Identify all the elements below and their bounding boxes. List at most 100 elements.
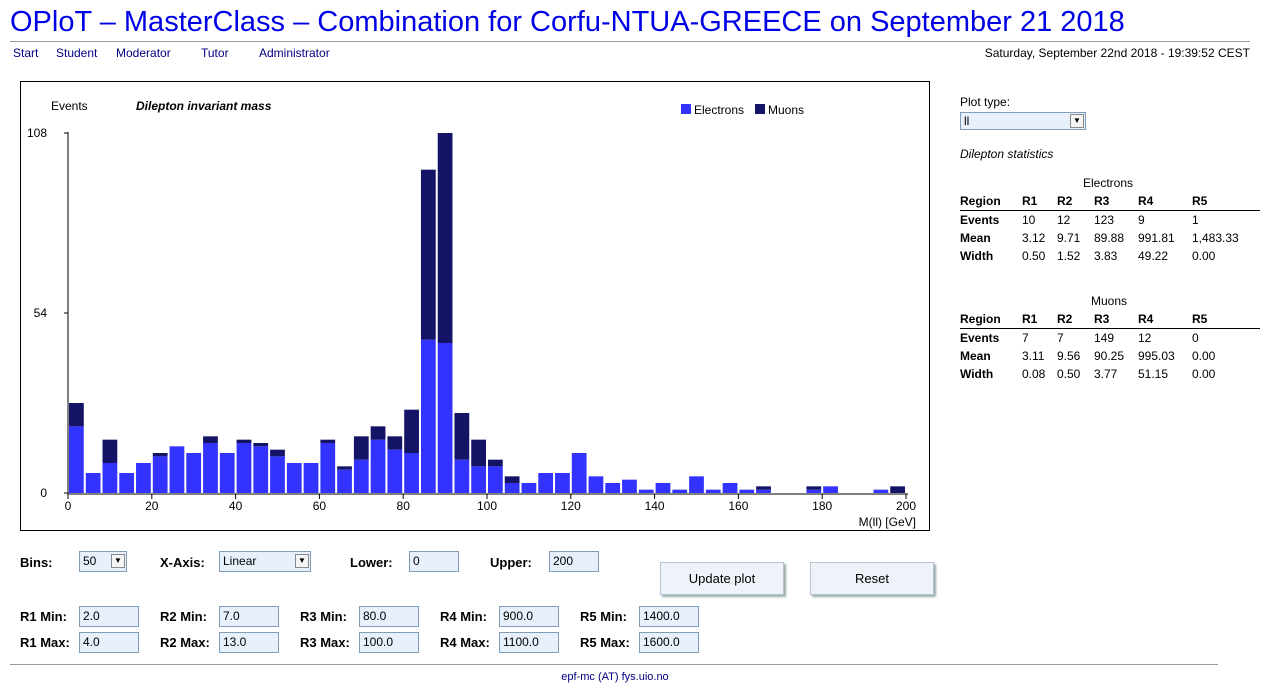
bar-electrons (119, 473, 135, 493)
bar-electrons (504, 483, 520, 493)
r4-min-label: R4 Min: (440, 609, 487, 624)
bins-select[interactable]: 50 ▼ (79, 551, 127, 572)
bar-electrons (722, 483, 738, 493)
footer-contact[interactable]: epf-mc (AT) fys.uio.no (561, 671, 669, 683)
lower-input[interactable]: 0 (409, 551, 459, 572)
stats-cell: 7 (1022, 331, 1029, 345)
bar-electrons (873, 489, 889, 493)
x-tick-label: 120 (561, 499, 581, 513)
stats-title: Dilepton statistics (960, 147, 1054, 161)
stats-cell: 9.71 (1057, 231, 1081, 245)
xaxis-value: Linear (223, 554, 257, 568)
nav-moderator[interactable]: Moderator (116, 46, 171, 60)
bar-muons (488, 459, 503, 467)
r3-min-label: R3 Min: (300, 609, 347, 624)
upper-label: Upper: (490, 555, 532, 570)
r5-min-input[interactable]: 1400.0 (639, 606, 699, 627)
bar-muons (471, 439, 486, 467)
bar-muons (236, 439, 252, 443)
footer-divider (10, 664, 1218, 665)
bins-label: Bins: (20, 555, 53, 570)
stats-header-cell: Region (960, 192, 1022, 211)
r3-max-label: R3 Max: (300, 635, 350, 650)
stats-cell: 1 (1192, 213, 1199, 227)
r3-max-input[interactable]: 100.0 (359, 632, 419, 653)
update-plot-button[interactable]: Update plot (660, 562, 784, 595)
bar-electrons (437, 343, 453, 493)
stats-row: Mean 3.12 9.71 89.88 991.81 1,483.33 (960, 229, 1260, 247)
chevron-down-icon: ▼ (111, 554, 125, 568)
stats-cell: 1,483.33 (1192, 231, 1239, 245)
bar-electrons (655, 483, 671, 493)
bar-electrons (756, 489, 771, 493)
bar-electrons (622, 479, 637, 493)
bar-muons (890, 486, 905, 493)
r4-min-input[interactable]: 900.0 (499, 606, 559, 627)
bar-electrons (370, 439, 386, 493)
reset-button[interactable]: Reset (810, 562, 934, 595)
nav-student[interactable]: Student (56, 46, 98, 60)
stats-cell: Width (960, 367, 994, 381)
x-tick-label: 180 (812, 499, 832, 513)
y-tick-label: 0 (40, 486, 47, 500)
r1-max-input[interactable]: 4.0 (79, 632, 139, 653)
legend-label-muons: Muons (768, 103, 804, 117)
bar-muons (270, 449, 285, 457)
xaxis-select[interactable]: Linear ▼ (219, 551, 311, 572)
stats-row: Width 0.50 1.52 3.83 49.22 0.00 (960, 247, 1260, 265)
lower-label: Lower: (350, 555, 393, 570)
bar-muons (337, 466, 352, 470)
bar-muons (152, 453, 168, 457)
bar-electrons (471, 466, 486, 493)
nav-start[interactable]: Start (13, 46, 39, 60)
r2-min-input[interactable]: 7.0 (219, 606, 279, 627)
chevron-down-icon: ▼ (1070, 114, 1084, 128)
bar-electrons (571, 453, 587, 493)
bar-electrons (186, 453, 202, 493)
r1-min-input[interactable]: 2.0 (79, 606, 139, 627)
r5-max-input[interactable]: 1600.0 (639, 632, 699, 653)
nav-tutor[interactable]: Tutor (201, 46, 229, 60)
bar-electrons (588, 476, 604, 493)
stats-cell: Width (960, 249, 994, 263)
chart-title: Dilepton invariant mass (136, 99, 272, 113)
plot-type-label: Plot type: (960, 95, 1011, 109)
chart-panel: 0 20 40 60 80 100 120 140 160 180 200 0 54 108 Events D… (20, 81, 930, 531)
stats-header-cell: R1 (1022, 192, 1057, 211)
bar-electrons (404, 453, 419, 493)
y-axis-label: Events (51, 99, 88, 113)
bar-electrons (136, 463, 151, 493)
r3-min-input[interactable]: 80.0 (359, 606, 419, 627)
bar-electrons (203, 443, 218, 493)
bar-electrons (270, 456, 285, 493)
bar-electrons (387, 449, 403, 493)
plot-type-select[interactable]: ll ▼ (960, 112, 1086, 130)
bar-electrons (420, 339, 436, 493)
stats-cell: 3.77 (1094, 367, 1118, 381)
legend-label-electrons: Electrons (694, 103, 744, 117)
bins-value: 50 (83, 554, 97, 568)
stats-header-cell: R4 (1138, 192, 1192, 211)
stats-cell: Events (960, 213, 1000, 227)
electrons-stats-table: Region R1 R2 R3 R4 R5 Events 10 12 123 9 1 Mean 3.12 9… (960, 192, 1260, 265)
stats-cell: 0.50 (1057, 367, 1081, 381)
stats-cell: 991.81 (1138, 231, 1175, 245)
bar-muons (756, 486, 771, 490)
r4-max-input[interactable]: 1100.0 (499, 632, 559, 653)
r2-max-input[interactable]: 13.0 (219, 632, 279, 653)
stats-cell: 995.03 (1138, 349, 1175, 363)
x-tick-label: 100 (477, 499, 497, 513)
stats-cell: 12 (1138, 331, 1152, 345)
bar-electrons (303, 463, 319, 493)
stats-header-cell: R3 (1094, 310, 1138, 329)
stats-header-cell: R4 (1138, 310, 1192, 329)
stats-cell: 89.88 (1094, 231, 1125, 245)
stats-cell: Events (960, 331, 1000, 345)
nav-administrator[interactable]: Administrator (259, 46, 330, 60)
x-tick-label: 20 (145, 499, 159, 513)
stats-cell: 3.12 (1022, 231, 1046, 245)
page-title: OPloT – MasterClass – Combination for Co… (10, 6, 1125, 38)
bar-muons (504, 476, 520, 483)
upper-input[interactable]: 200 (549, 551, 599, 572)
bar-muons (102, 439, 118, 463)
